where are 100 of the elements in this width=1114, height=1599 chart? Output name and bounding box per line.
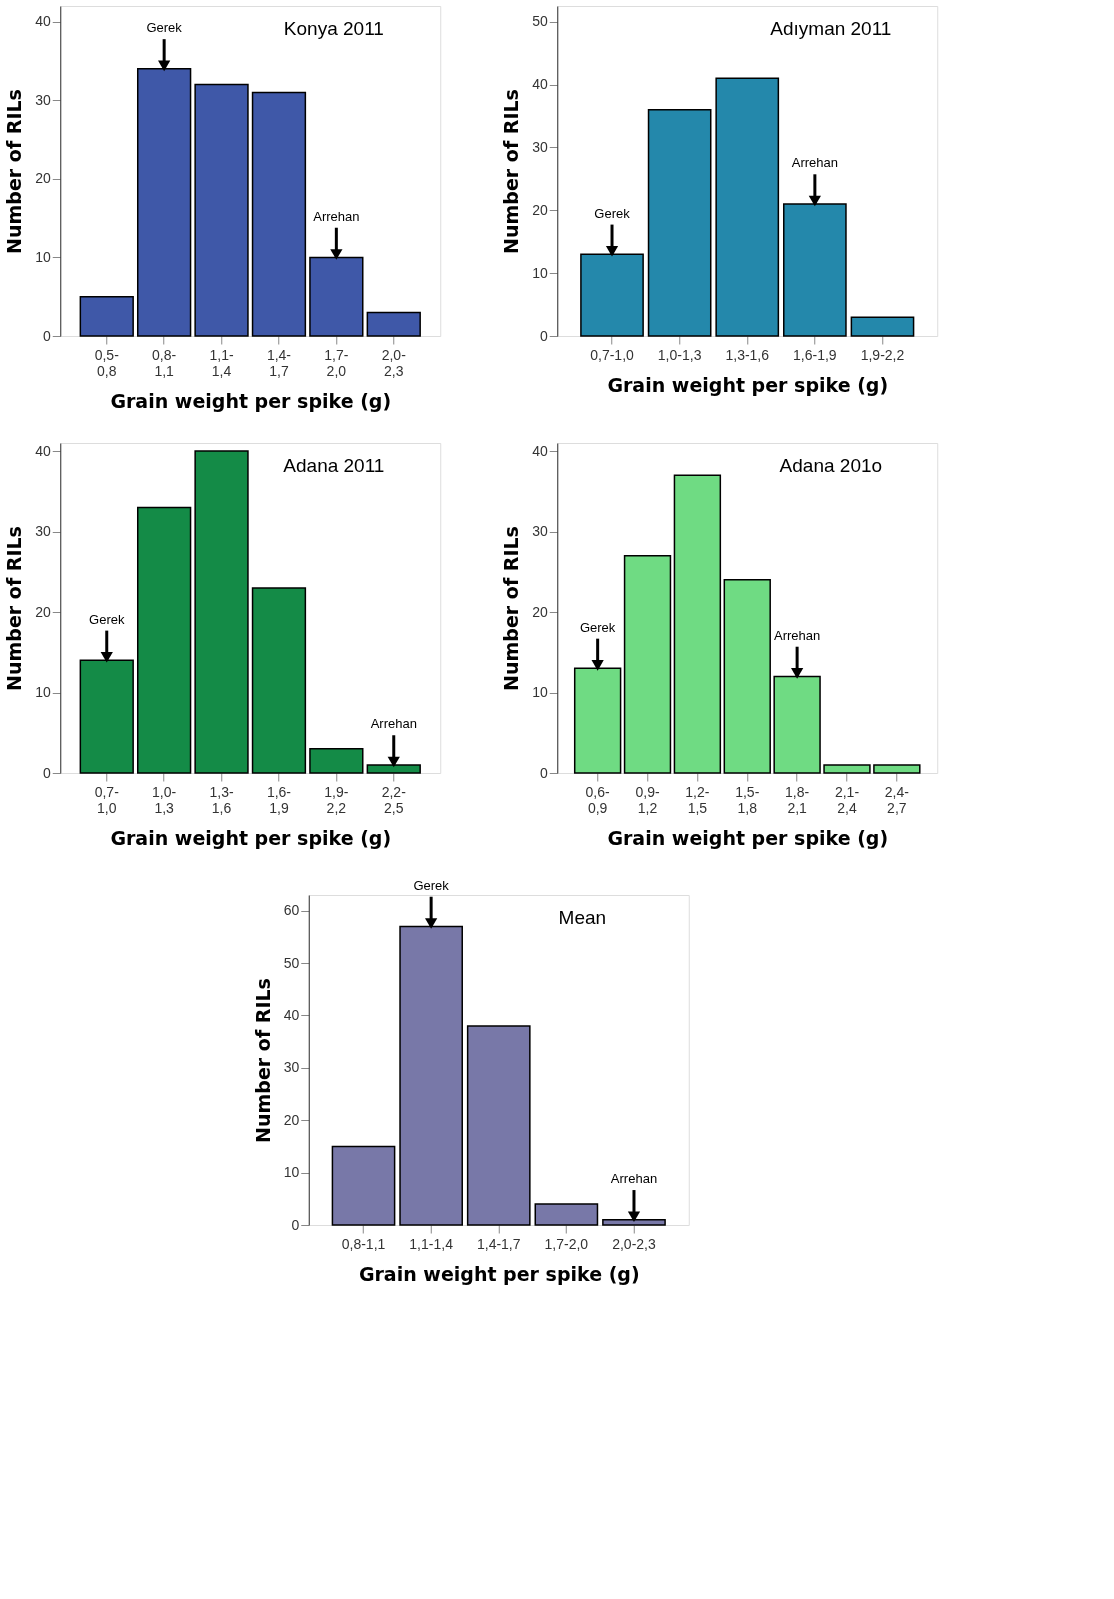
y-axis-title: Number of RILs xyxy=(3,89,26,254)
text: Adana 201o xyxy=(779,455,883,476)
x-tick-label: 1,9-2,2 xyxy=(860,346,905,363)
x-axis-title: Grain weight per spike (g) xyxy=(607,373,889,396)
annotation: Arrehan xyxy=(791,155,838,171)
y-tick-label: 50 xyxy=(283,954,300,971)
y-tick-label: 30 xyxy=(35,91,51,108)
bar xyxy=(79,295,134,337)
x-axis-title: Grain weight per spike (g) xyxy=(110,389,392,412)
x-axis-title: Grain weight per spike (g) xyxy=(607,826,889,849)
y-tick-label: 50 xyxy=(532,13,548,30)
x-tick-label: 1,5-1,8 xyxy=(735,783,760,816)
bar xyxy=(194,83,249,337)
x-tick-label: 1,4-1,7 xyxy=(476,1235,521,1252)
x-tick-label: 1,0-1,3 xyxy=(152,783,177,816)
y-axis-title: Number of RILs xyxy=(251,978,274,1143)
y-tick-label: 40 xyxy=(532,442,548,459)
x-tick-label: 0,8-1,1 xyxy=(341,1235,386,1252)
y-tick-label: 0 xyxy=(42,764,51,781)
annotation: Gerek xyxy=(413,877,450,893)
annotation: Arrehan xyxy=(313,208,360,224)
y-tick-label: 10 xyxy=(35,248,51,265)
x-axis-title: Grain weight per spike (g) xyxy=(358,1262,640,1285)
y-tick-label: 30 xyxy=(532,138,548,155)
bar xyxy=(723,579,771,774)
y-axis-title: Number of RILs xyxy=(3,526,26,691)
x-tick-label: 1,3-1,6 xyxy=(725,346,770,363)
x-tick-label: 1,1-1,4 xyxy=(209,346,234,379)
y-tick-label: 20 xyxy=(35,170,51,187)
x-tick-label: 1,6-1,9 xyxy=(266,783,292,816)
text: Konya 2011 xyxy=(283,18,384,39)
x-tick-label: 0,6-0,9 xyxy=(585,783,611,816)
y-tick-label: 20 xyxy=(532,603,548,620)
y-tick-label: 10 xyxy=(532,684,548,701)
x-tick-label: 1,6-1,9 xyxy=(793,346,837,363)
x-tick-label: 2,2-2,5 xyxy=(381,783,407,816)
y-tick-label: 10 xyxy=(35,684,51,701)
x-tick-label: 1,8-2,1 xyxy=(785,783,810,816)
bar xyxy=(673,474,722,774)
y-tick-label: 40 xyxy=(35,13,51,30)
bar xyxy=(850,316,915,337)
x-tick-label: 1,3-1,6 xyxy=(209,783,234,816)
y-tick-label: 30 xyxy=(35,523,51,540)
x-tick-label: 2,4-2,7 xyxy=(884,783,910,816)
y-tick-label: 10 xyxy=(283,1164,300,1181)
bar xyxy=(136,506,192,774)
y-tick-label: 20 xyxy=(283,1111,300,1128)
text: Mean xyxy=(558,907,607,928)
x-tick-label: 1,2-1,5 xyxy=(685,783,710,816)
x-tick-label: 0,9-1,2 xyxy=(635,783,660,816)
y-tick-label: 20 xyxy=(532,201,548,218)
y-tick-label: 0 xyxy=(539,327,548,344)
y-axis-title: Number of RILs xyxy=(500,526,523,691)
y-tick-label: 40 xyxy=(35,442,51,459)
annotation: Arrehan xyxy=(370,716,417,732)
bar xyxy=(466,1025,531,1226)
x-tick-label: 1,1-1,4 xyxy=(409,1235,454,1252)
y-tick-label: 30 xyxy=(532,523,548,540)
x-tick-label: 0,8-1,1 xyxy=(152,346,177,379)
annotation: Gerek xyxy=(146,20,183,36)
bar xyxy=(823,764,871,774)
y-tick-label: 30 xyxy=(283,1059,300,1076)
y-tick-label: 0 xyxy=(42,327,51,344)
y-tick-label: 0 xyxy=(291,1216,300,1233)
x-tick-label: 1,0-1,3 xyxy=(657,346,702,363)
y-tick-label: 60 xyxy=(283,902,300,919)
x-tick-label: 0,7-1,0 xyxy=(590,346,635,363)
text: Adana 2011 xyxy=(283,455,385,476)
y-tick-label: 10 xyxy=(532,264,548,281)
x-tick-label: 0,7-1,0 xyxy=(94,783,120,816)
x-tick-label: 1,4-1,7 xyxy=(266,346,292,379)
annotation: Gerek xyxy=(579,619,616,635)
annotation: Gerek xyxy=(594,205,631,221)
bar xyxy=(194,450,249,774)
bar xyxy=(623,554,672,774)
x-tick-label: 1,7-2,0 xyxy=(324,346,349,379)
y-tick-label: 40 xyxy=(532,76,548,93)
bar xyxy=(715,77,780,337)
bar xyxy=(873,764,921,774)
y-tick-label: 20 xyxy=(35,603,51,620)
x-axis-title: Grain weight per spike (g) xyxy=(110,826,392,849)
y-tick-label: 0 xyxy=(539,764,548,781)
x-tick-label: 1,7-2,0 xyxy=(544,1235,589,1252)
bar xyxy=(331,1145,396,1226)
x-tick-label: 2,1-2,4 xyxy=(834,783,860,816)
annotation: Arrehan xyxy=(773,627,821,643)
bar xyxy=(251,91,307,337)
bar xyxy=(309,748,364,774)
bar xyxy=(366,311,421,337)
y-axis-title: Number of RILs xyxy=(500,89,523,254)
bar xyxy=(534,1203,599,1226)
bar xyxy=(647,108,712,337)
annotation: Gerek xyxy=(89,611,125,627)
y-tick-label: 40 xyxy=(283,1006,300,1023)
x-tick-label: 2,0-2,3 xyxy=(612,1235,656,1252)
x-tick-label: 0,5-0,8 xyxy=(94,346,120,379)
x-tick-label: 1,9-2,2 xyxy=(324,783,349,816)
bar xyxy=(251,587,307,774)
annotation: Arrehan xyxy=(610,1171,658,1187)
text: Adıyman 2011 xyxy=(770,18,892,39)
